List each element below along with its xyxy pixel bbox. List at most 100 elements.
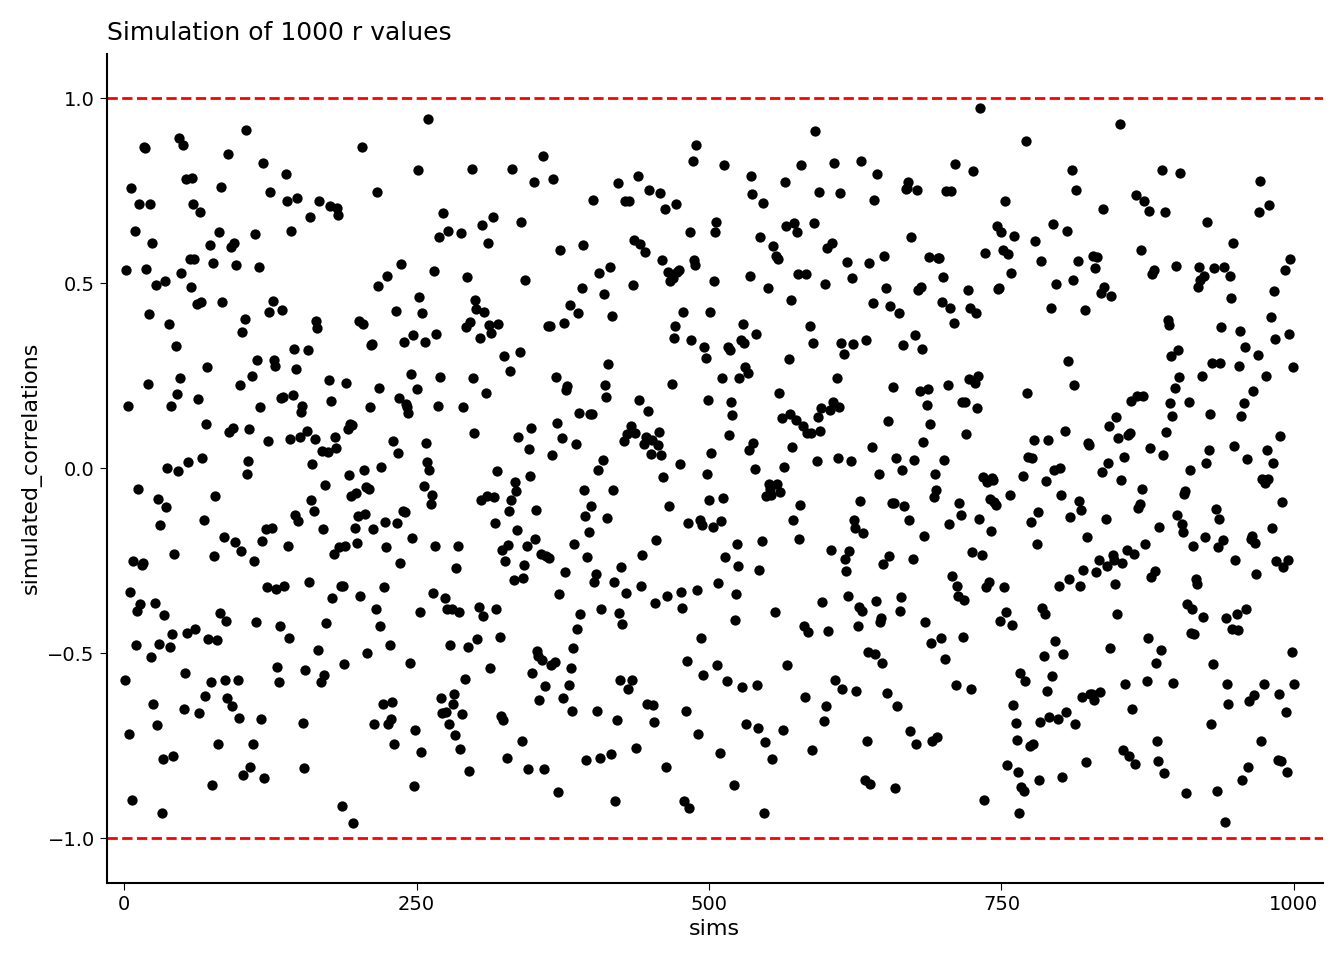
Point	[957, 282, 978, 298]
Point	[879, 548, 900, 564]
Point	[638, 182, 660, 198]
Point	[120, 584, 141, 599]
Point	[477, 235, 499, 251]
Point	[1011, 780, 1032, 795]
Point	[141, 235, 163, 251]
Point	[1009, 665, 1031, 681]
Point	[661, 376, 683, 392]
Point	[1066, 182, 1087, 198]
Point	[1156, 424, 1177, 440]
Point	[759, 482, 781, 497]
Point	[597, 510, 618, 525]
Point	[207, 736, 228, 752]
Point	[157, 460, 179, 475]
Point	[715, 549, 737, 564]
Point	[1255, 369, 1277, 384]
Point	[414, 335, 435, 350]
Point	[328, 207, 349, 223]
Point	[892, 337, 914, 352]
Point	[196, 359, 218, 374]
Point	[672, 304, 694, 320]
Point	[1188, 259, 1210, 275]
Point	[914, 528, 935, 543]
Point	[294, 662, 316, 678]
Point	[644, 715, 665, 731]
Point	[337, 468, 359, 483]
Point	[1164, 380, 1185, 396]
Point	[496, 751, 517, 766]
Point	[363, 521, 384, 537]
Point	[968, 368, 989, 383]
Point	[473, 304, 495, 320]
Point	[1168, 343, 1189, 358]
Point	[820, 541, 841, 557]
Point	[136, 261, 157, 276]
Point	[543, 172, 564, 187]
Point	[1113, 743, 1134, 758]
Point	[1138, 204, 1160, 219]
Point	[1132, 388, 1153, 403]
Point	[218, 146, 239, 161]
Point	[293, 760, 314, 776]
Point	[1081, 686, 1102, 702]
Point	[969, 101, 991, 116]
Point	[188, 706, 210, 721]
Point	[996, 605, 1017, 620]
Point	[730, 332, 751, 348]
Point	[906, 736, 927, 752]
Point	[827, 450, 848, 466]
Point	[153, 608, 175, 623]
Point	[1024, 433, 1046, 448]
Point	[1204, 501, 1226, 516]
Point	[528, 692, 550, 708]
Point	[782, 512, 804, 527]
Point	[732, 316, 754, 331]
Point	[1199, 406, 1220, 421]
Point	[1246, 566, 1267, 582]
Point	[165, 338, 187, 353]
Point	[1067, 253, 1089, 269]
Point	[599, 746, 621, 761]
Point	[870, 611, 891, 626]
Point	[374, 515, 395, 530]
Point	[573, 238, 594, 253]
Point	[1023, 736, 1044, 752]
Point	[1235, 602, 1257, 617]
Point	[304, 431, 325, 446]
Point	[551, 431, 573, 446]
Point	[1168, 370, 1189, 385]
Point	[1277, 552, 1298, 567]
Point	[340, 489, 362, 504]
Point	[765, 248, 786, 263]
Point	[626, 740, 648, 756]
Point	[144, 596, 165, 612]
Point	[532, 148, 554, 163]
Point	[1101, 288, 1122, 303]
Point	[320, 393, 341, 408]
Point	[223, 235, 245, 251]
Point	[356, 480, 378, 495]
Point	[396, 399, 418, 415]
Point	[466, 631, 488, 646]
Point	[489, 629, 511, 644]
Point	[645, 532, 667, 547]
Point	[913, 435, 934, 450]
Point	[796, 266, 817, 281]
Point	[1095, 558, 1117, 573]
Point	[402, 327, 423, 343]
Point	[919, 417, 941, 432]
Point	[250, 711, 271, 727]
Point	[265, 358, 286, 373]
Point	[879, 299, 900, 314]
Point	[1122, 546, 1144, 562]
Point	[1218, 696, 1239, 711]
Point	[1222, 235, 1243, 251]
Point	[563, 640, 585, 656]
Point	[762, 751, 784, 766]
Point	[243, 554, 265, 569]
Point	[645, 595, 667, 611]
Point	[594, 377, 616, 393]
Point	[347, 509, 368, 524]
Point	[1253, 677, 1274, 692]
Point	[1059, 509, 1081, 524]
